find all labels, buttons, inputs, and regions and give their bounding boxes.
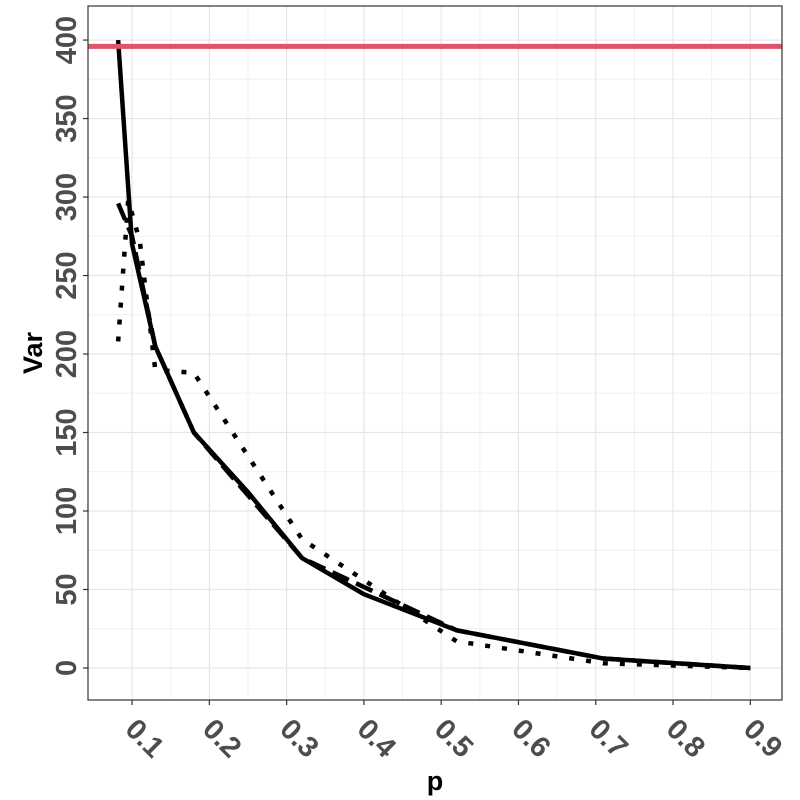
y-tick-label: 400 bbox=[51, 16, 83, 64]
y-tick-label: 150 bbox=[51, 408, 83, 456]
x-axis-title: p bbox=[427, 766, 444, 796]
x-tick-label: 0.5 bbox=[428, 713, 479, 764]
x-tick-label: 0.2 bbox=[196, 713, 247, 764]
line-series bbox=[116, 202, 751, 671]
x-tick-label: 0.7 bbox=[583, 713, 634, 764]
y-axis-title: Var bbox=[18, 331, 48, 374]
x-tick-label: 0.4 bbox=[351, 713, 402, 764]
x-tick-label: 0.9 bbox=[737, 713, 788, 764]
y-tick-label: 200 bbox=[51, 330, 83, 378]
y-tick-label: 250 bbox=[51, 251, 83, 299]
y-tick-label: 350 bbox=[51, 94, 83, 142]
y-tick-label: 100 bbox=[51, 487, 83, 535]
y-tick-label: 0 bbox=[51, 660, 83, 676]
x-tick-label: 0.8 bbox=[660, 713, 711, 764]
x-tick-label: 0.3 bbox=[273, 713, 324, 764]
x-tick-label: 0.1 bbox=[119, 713, 170, 764]
plot-border bbox=[87, 5, 783, 701]
y-tick-label: 50 bbox=[51, 573, 83, 605]
line-series bbox=[115, 197, 751, 671]
y-tick-label: 300 bbox=[51, 173, 83, 221]
x-tick-label: 0.6 bbox=[505, 713, 556, 764]
